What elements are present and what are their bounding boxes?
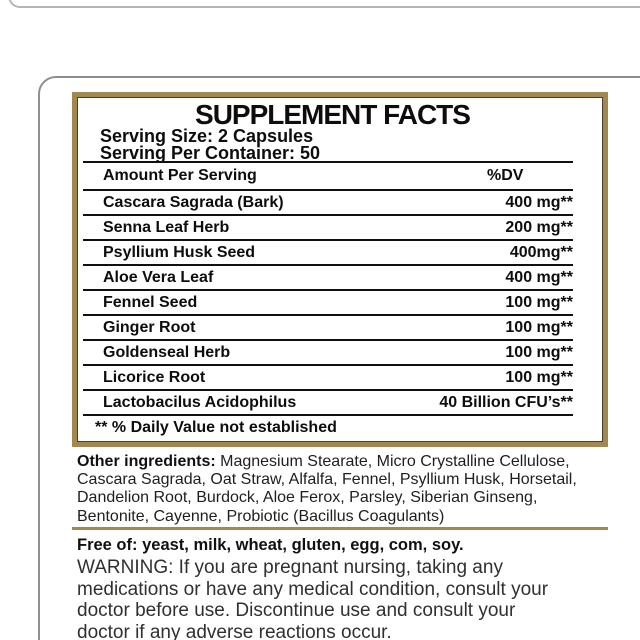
ingredient-name: Lactobacilus Acidophilus — [103, 393, 297, 411]
table-header-row: Amount Per Serving %DV — [83, 161, 573, 189]
facts-table-body: Cascara Sagrada (Bark) 400 mg** Senna Le… — [83, 189, 573, 414]
supplement-facts-panel: SUPPLEMENT FACTS Serving Size: 2 Capsule… — [72, 92, 608, 447]
servings-per-container-text: Serving Per Container: 50 — [100, 143, 321, 163]
ingredient-name: Aloe Vera Leaf — [103, 268, 214, 286]
other-ingredients-text: Magnesium Stearate, Micro Crystalline Ce… — [77, 453, 577, 525]
ingredient-amount: 400 mg** — [505, 193, 573, 211]
ingredient-row: Lactobacilus Acidophilus 40 Billion CFU’… — [83, 389, 573, 414]
ingredient-row: Cascara Sagrada (Bark) 400 mg** — [83, 189, 573, 214]
ingredient-name: Licorice Root — [103, 368, 206, 386]
ingredient-amount: 400mg** — [509, 243, 573, 261]
ingredient-amount: 100 mg** — [505, 368, 573, 386]
amount-per-serving-header: Amount Per Serving — [103, 167, 257, 184]
facts-table: Amount Per Serving %DV Cascara Sagrada (… — [83, 161, 573, 440]
percent-dv-header: %DV — [487, 167, 524, 184]
ingredient-amount: 100 mg** — [505, 318, 573, 336]
ingredient-row: Ginger Root 100 mg** — [83, 314, 573, 339]
ingredient-row: Fennel Seed 100 mg** — [83, 289, 573, 314]
ingredient-row: Licorice Root 100 mg** — [83, 364, 573, 389]
ingredient-name: Ginger Root — [103, 318, 196, 336]
panel-title: SUPPLEMENT FACTS — [195, 99, 471, 130]
ingredient-name: Goldenseal Herb — [103, 343, 231, 361]
serving-size-text: Serving Size: 2 Capsules — [100, 126, 314, 146]
ingredient-row: Senna Leaf Herb 200 mg** — [83, 214, 573, 239]
ingredient-name: Fennel Seed — [103, 293, 198, 311]
ingredient-amount: 100 mg** — [505, 293, 573, 311]
ingredient-amount: 100 mg** — [505, 343, 573, 361]
ingredient-amount: 400 mg** — [505, 268, 573, 286]
free-of-statement: Free of: yeast, milk, wheat, gluten, egg… — [77, 536, 464, 554]
warning-text: WARNING: If you are pregnant nursing, ta… — [77, 557, 549, 640]
ingredient-name: Senna Leaf Herb — [103, 218, 230, 236]
daily-value-footnote: ** % Daily Value not established — [83, 414, 573, 440]
ingredient-name: Cascara Sagrada (Bark) — [103, 193, 284, 211]
ingredient-name: Psyllium Husk Seed — [103, 243, 256, 261]
previous-card-bottom-edge — [8, 0, 640, 8]
gold-divider — [72, 527, 608, 530]
ingredient-row: Psyllium Husk Seed 400mg** — [83, 239, 573, 264]
ingredient-amount: 200 mg** — [505, 218, 573, 236]
ingredient-amount: 40 Billion CFU’s** — [439, 393, 573, 411]
other-ingredients-label: Other ingredients: — [77, 453, 216, 470]
ingredient-row: Goldenseal Herb 100 mg** — [83, 339, 573, 364]
other-ingredients-paragraph: Other ingredients: Magnesium Stearate, M… — [77, 453, 625, 526]
ingredient-row: Aloe Vera Leaf 400 mg** — [83, 264, 573, 289]
